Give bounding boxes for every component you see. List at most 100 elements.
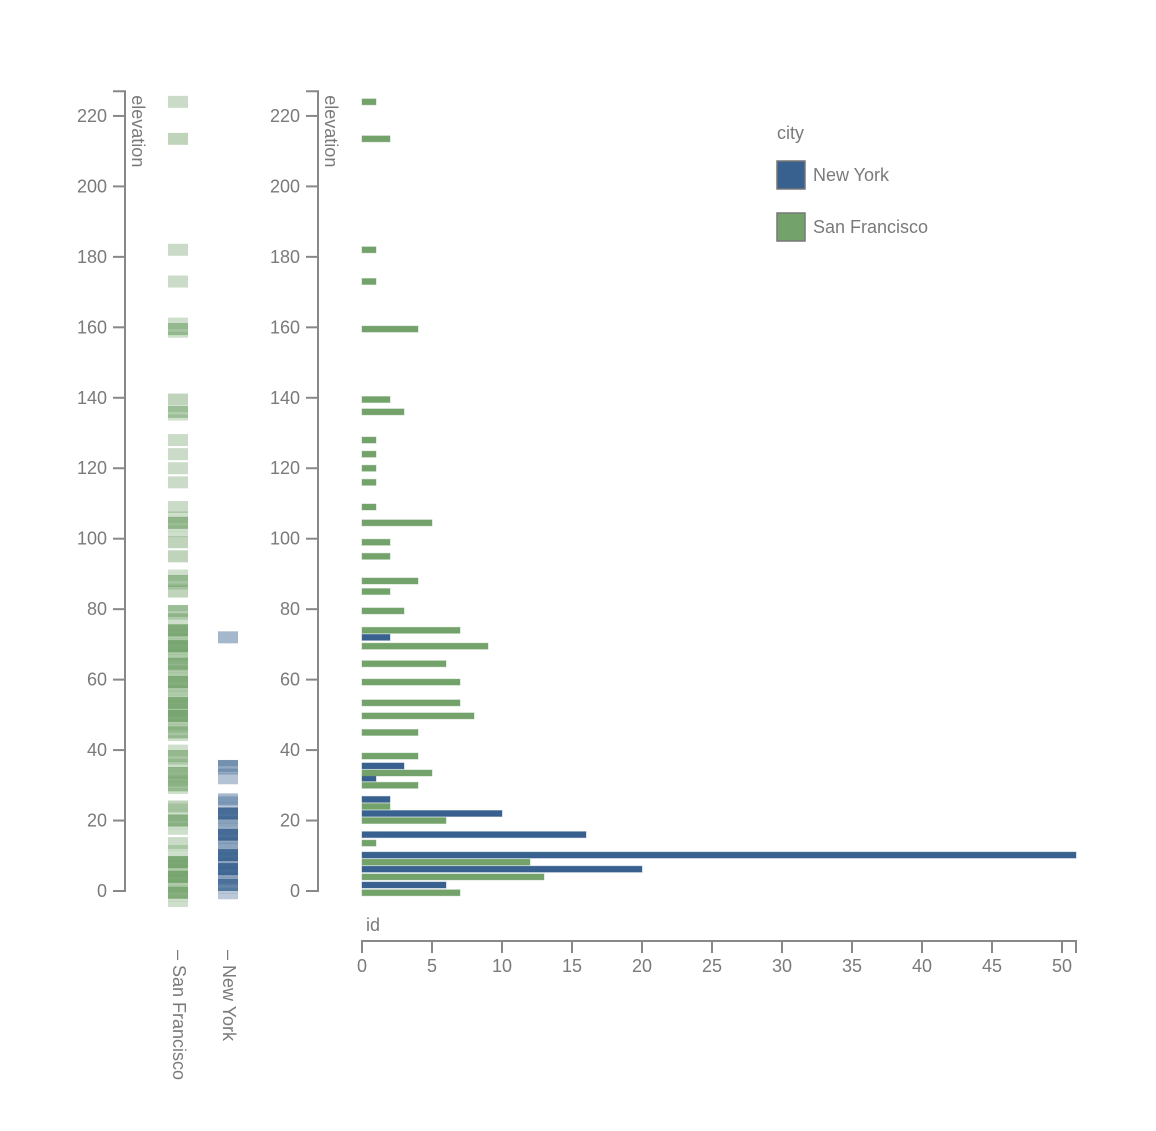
- strip-tick-san-francisco: [168, 670, 188, 677]
- strip-tick-new-york: [218, 816, 238, 823]
- strip-tick-san-francisco: [168, 691, 188, 698]
- strip-tick-san-francisco: [168, 856, 188, 869]
- bar-san-francisco: [361, 135, 391, 143]
- bar-san-francisco: [361, 538, 391, 546]
- strip-tick-new-york: [218, 817, 238, 824]
- strip-tick-san-francisco: [168, 574, 188, 587]
- strip-tick-new-york: [218, 843, 238, 850]
- strip-tick-san-francisco: [168, 881, 188, 888]
- strip-tick-san-francisco: [168, 709, 188, 722]
- y-tick-label: 100: [77, 529, 107, 549]
- strip-tick-san-francisco: [168, 525, 188, 532]
- strip-tick-san-francisco: [168, 132, 188, 145]
- y-tick-label: 220: [77, 106, 107, 126]
- strip-tick-san-francisco: [168, 684, 188, 691]
- y-tick-label: 40: [280, 740, 300, 760]
- strip-tick-san-francisco: [168, 604, 188, 617]
- strip-tick-san-francisco: [168, 275, 188, 288]
- strip-tick-san-francisco: [168, 243, 188, 256]
- legend: city New York San Francisco: [776, 123, 928, 242]
- strip-tick-san-francisco: [168, 823, 188, 830]
- strip-tick-san-francisco: [168, 697, 188, 704]
- strip-tick-san-francisco: [168, 613, 188, 620]
- strip-tick-san-francisco: [168, 393, 188, 406]
- y-axis-line: [113, 90, 126, 892]
- bar-new-york: [361, 809, 503, 817]
- strip-tick-san-francisco: [168, 575, 188, 582]
- strip-tick-san-francisco: [168, 569, 188, 576]
- strip-tick-new-york: [218, 821, 238, 828]
- y-tick-label: 120: [77, 458, 107, 478]
- bar-san-francisco: [361, 246, 377, 254]
- strip-tick-san-francisco: [168, 773, 188, 780]
- strip-tick-new-york: [218, 807, 238, 820]
- strip-tick-san-francisco: [168, 666, 188, 673]
- x-tick-label: 20: [632, 956, 652, 976]
- bar-san-francisco: [361, 503, 377, 511]
- strip-tick-new-york: [218, 863, 238, 870]
- bar-san-francisco: [361, 588, 391, 596]
- strip-tick-san-francisco: [168, 879, 188, 886]
- bar-san-francisco: [361, 278, 377, 286]
- y-tick-label: 80: [280, 599, 300, 619]
- strip-tick-san-francisco: [168, 640, 188, 647]
- strip-tick-san-francisco: [168, 448, 188, 461]
- strip-tick-new-york: [218, 849, 238, 862]
- strip-tick-san-francisco: [168, 875, 188, 882]
- y-tick-label: 180: [270, 247, 300, 267]
- strip-plot: 0 20 40 60 80 100 120 140 160 180 200 220 elevation –…: [77, 90, 239, 1080]
- legend-label: San Francisco: [813, 217, 928, 237]
- strip-tick-san-francisco: [168, 710, 188, 717]
- legend-swatch: [776, 160, 806, 190]
- strip-tick-new-york: [218, 760, 238, 767]
- strip-tick-san-francisco: [168, 406, 188, 413]
- bar-plot: 0 20 40 60 80 100 120 140 160 180 200 220 elevation 0…: [270, 90, 1077, 976]
- bar-new-york: [361, 795, 391, 803]
- strip-tick-new-york: [218, 772, 238, 785]
- strip-tick-san-francisco: [168, 750, 188, 763]
- strip-tick-san-francisco: [168, 758, 188, 765]
- strip-tick-new-york: [218, 837, 238, 844]
- strip-tick-new-york: [218, 879, 238, 892]
- bar-san-francisco: [361, 699, 461, 707]
- bar-san-francisco: [361, 839, 377, 847]
- strip-tick-san-francisco: [168, 664, 188, 671]
- strip-tick-new-york: [218, 849, 238, 856]
- bar-san-francisco: [361, 408, 405, 416]
- bar-san-francisco: [361, 98, 377, 106]
- bar-san-francisco: [361, 728, 419, 736]
- bar-san-francisco: [361, 889, 461, 897]
- strip-tick-san-francisco: [168, 323, 188, 330]
- strip-tick-new-york: [218, 823, 238, 830]
- y-tick-label: 80: [87, 599, 107, 619]
- strip-tick-san-francisco: [168, 800, 188, 813]
- bar-san-francisco: [361, 873, 545, 881]
- strip-tick-new-york: [218, 871, 238, 878]
- strip-tick-new-york: [218, 759, 238, 772]
- bar-san-francisco: [361, 678, 461, 686]
- strip-tick-san-francisco: [168, 476, 188, 489]
- y-axis-title: elevation: [128, 95, 148, 167]
- strip-tick-san-francisco: [168, 654, 188, 661]
- strip-tick-new-york: [218, 796, 238, 803]
- x-tick-label: 30: [772, 956, 792, 976]
- strip-tick-new-york: [218, 873, 238, 880]
- bar-new-york: [361, 762, 405, 770]
- strip-tick-san-francisco: [168, 652, 188, 659]
- strip-tick-san-francisco: [168, 886, 188, 893]
- strip-tick-san-francisco: [168, 744, 188, 751]
- bar-new-york: [361, 851, 1077, 859]
- bar-san-francisco: [361, 478, 377, 486]
- bar-san-francisco: [361, 712, 475, 720]
- strip-tick-san-francisco: [168, 705, 188, 712]
- legend-swatch: [776, 212, 806, 242]
- strip-tick-new-york: [218, 852, 238, 859]
- bar-san-francisco: [361, 802, 391, 810]
- strip-tick-new-york: [218, 863, 238, 876]
- strip-tick-san-francisco: [168, 766, 188, 779]
- strip-tick-san-francisco: [168, 698, 188, 705]
- strip-tick-new-york: [218, 631, 238, 644]
- strip-tick-san-francisco: [168, 657, 188, 670]
- strip-tick-san-francisco: [168, 895, 188, 902]
